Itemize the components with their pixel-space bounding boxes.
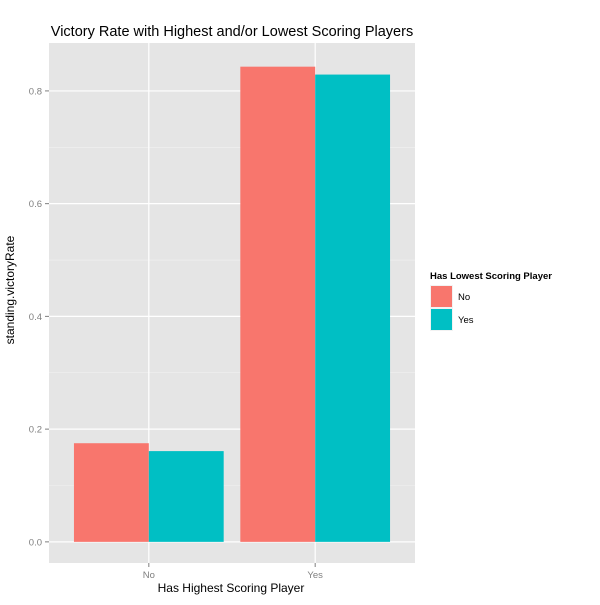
x-axis-title: Has Highest Scoring Player	[158, 581, 305, 595]
legend-title: Has Lowest Scoring Player	[430, 271, 552, 282]
chart-title: Victory Rate with Highest and/or Lowest …	[51, 24, 413, 40]
bar-yes-no	[240, 66, 316, 542]
bar-no-yes	[148, 451, 224, 542]
bar-no-no	[73, 443, 149, 542]
y-tick-label: 0.2	[29, 425, 42, 436]
legend-swatch-no	[431, 286, 452, 307]
y-axis: 0.0 0.2 0.4 0.6 0.8	[29, 86, 49, 548]
legend-label-no: No	[458, 292, 470, 303]
y-tick-label: 0.0	[29, 537, 42, 548]
y-tick-label: 0.4	[29, 312, 42, 323]
y-tick-label: 0.8	[29, 86, 42, 97]
y-axis-title: standing.victoryRate	[3, 235, 17, 344]
y-tick-label: 0.6	[29, 199, 42, 210]
legend: Has Lowest Scoring Player No Yes	[430, 271, 552, 331]
x-tick-label: No	[143, 570, 155, 581]
x-tick-label: Yes	[307, 570, 323, 581]
bars	[73, 66, 391, 542]
bar-yes-yes	[315, 74, 391, 542]
legend-swatch-yes	[431, 309, 452, 330]
legend-label-yes: Yes	[458, 315, 474, 326]
x-axis: No Yes	[143, 563, 323, 581]
